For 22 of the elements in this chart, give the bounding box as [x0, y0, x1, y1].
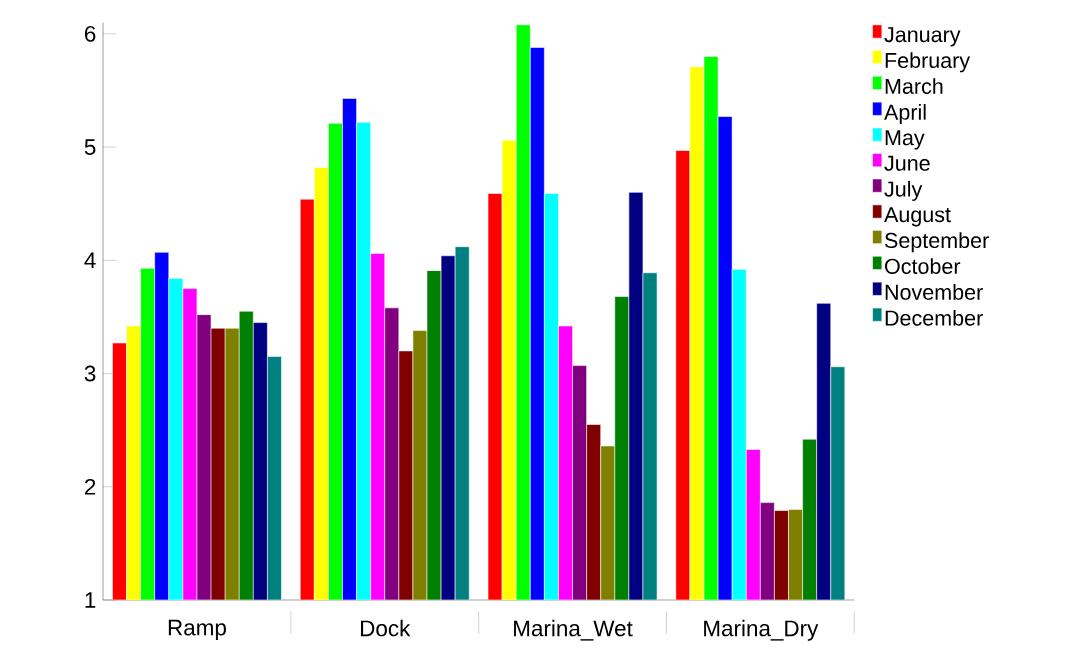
legend-label: May	[885, 130, 925, 150]
x-tick-label: Dock	[361, 620, 411, 637]
y-tick-label: 2	[84, 479, 96, 495]
legend-label: January	[884, 27, 961, 47]
x-tick-label: Marina_Dry	[704, 620, 819, 641]
x-tick-label: Ramp	[168, 620, 226, 641]
legend-label: September	[884, 232, 989, 253]
legend-label: March	[885, 78, 943, 95]
legend-label: July	[884, 181, 923, 202]
y-tick-label: 1	[85, 592, 96, 608]
legend-label: April	[884, 104, 926, 125]
legend-label: December	[885, 310, 983, 326]
legend-label: November	[885, 284, 983, 301]
y-tick-label: 6	[84, 26, 96, 42]
legend-label: February	[885, 52, 971, 73]
y-tick-label: 3	[84, 365, 96, 382]
legend-label: October	[885, 258, 961, 275]
legend-label: June	[884, 155, 930, 171]
legend-label: August	[884, 207, 951, 227]
y-tick-label: 4	[84, 252, 96, 269]
x-tick-label: Marina_Wet	[514, 620, 633, 641]
y-tick-label: 5	[84, 139, 96, 156]
